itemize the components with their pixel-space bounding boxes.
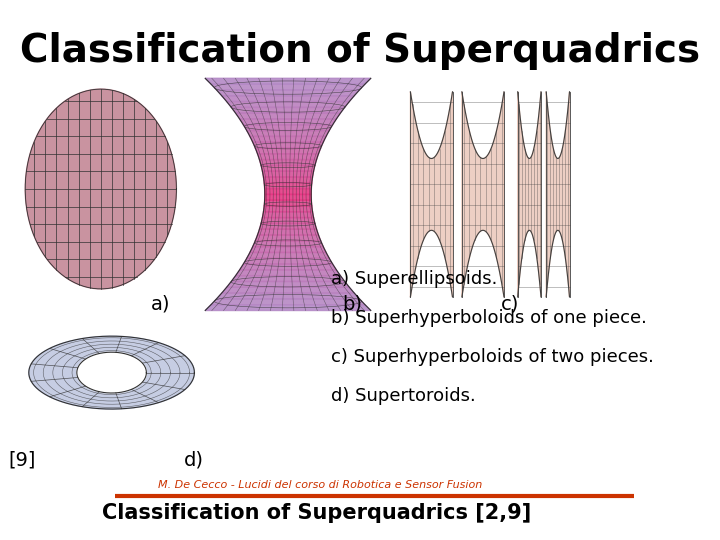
- Polygon shape: [253, 241, 323, 247]
- Polygon shape: [259, 160, 317, 165]
- Polygon shape: [264, 177, 312, 183]
- Text: a) Superellipsoids.: a) Superellipsoids.: [331, 270, 498, 288]
- Text: c) Superhyperboloids of two pieces.: c) Superhyperboloids of two pieces.: [331, 348, 654, 366]
- Polygon shape: [247, 252, 329, 258]
- Polygon shape: [217, 293, 359, 299]
- Text: d) Supertoroids.: d) Supertoroids.: [331, 387, 476, 404]
- Polygon shape: [258, 154, 318, 160]
- Polygon shape: [462, 92, 504, 297]
- Polygon shape: [256, 148, 320, 154]
- Polygon shape: [258, 229, 318, 235]
- Text: b) Superhyperboloids of one piece.: b) Superhyperboloids of one piece.: [331, 309, 647, 327]
- Polygon shape: [265, 188, 311, 194]
- Text: c): c): [500, 294, 519, 313]
- Text: Classification of Superquadrics: Classification of Superquadrics: [20, 32, 700, 70]
- Text: M. De Cecco - Lucidi del corso di Robotica e Sensor Fusion: M. De Cecco - Lucidi del corso di Roboti…: [158, 480, 482, 490]
- Polygon shape: [250, 247, 326, 252]
- Polygon shape: [256, 235, 320, 241]
- Polygon shape: [410, 92, 453, 297]
- Polygon shape: [265, 194, 311, 200]
- Polygon shape: [243, 258, 333, 264]
- Polygon shape: [222, 287, 354, 293]
- Polygon shape: [259, 224, 317, 229]
- Polygon shape: [217, 90, 359, 96]
- Polygon shape: [211, 84, 365, 90]
- Polygon shape: [211, 299, 365, 305]
- Text: d): d): [184, 451, 204, 470]
- Text: [9]: [9]: [9, 451, 36, 470]
- Polygon shape: [25, 89, 176, 289]
- Polygon shape: [546, 92, 570, 297]
- Polygon shape: [518, 92, 541, 297]
- Polygon shape: [205, 78, 371, 84]
- Polygon shape: [264, 200, 312, 206]
- Polygon shape: [262, 171, 314, 177]
- Text: Classification of Superquadrics [2,9]: Classification of Superquadrics [2,9]: [102, 503, 531, 523]
- Polygon shape: [205, 305, 371, 310]
- Polygon shape: [247, 131, 329, 136]
- Polygon shape: [243, 125, 333, 131]
- Polygon shape: [231, 107, 345, 113]
- Polygon shape: [262, 212, 314, 218]
- Polygon shape: [235, 113, 341, 119]
- Polygon shape: [227, 281, 349, 287]
- Polygon shape: [250, 136, 326, 142]
- Polygon shape: [261, 165, 315, 171]
- Polygon shape: [264, 206, 312, 212]
- Polygon shape: [231, 275, 345, 281]
- Polygon shape: [222, 96, 354, 102]
- Text: b): b): [342, 294, 362, 313]
- Polygon shape: [227, 102, 349, 107]
- Polygon shape: [240, 119, 336, 125]
- Polygon shape: [235, 270, 341, 275]
- Polygon shape: [29, 336, 194, 409]
- Polygon shape: [264, 183, 312, 188]
- Text: a): a): [151, 294, 171, 313]
- Polygon shape: [253, 142, 323, 148]
- Polygon shape: [261, 218, 315, 224]
- Polygon shape: [240, 264, 336, 270]
- Polygon shape: [77, 352, 146, 393]
